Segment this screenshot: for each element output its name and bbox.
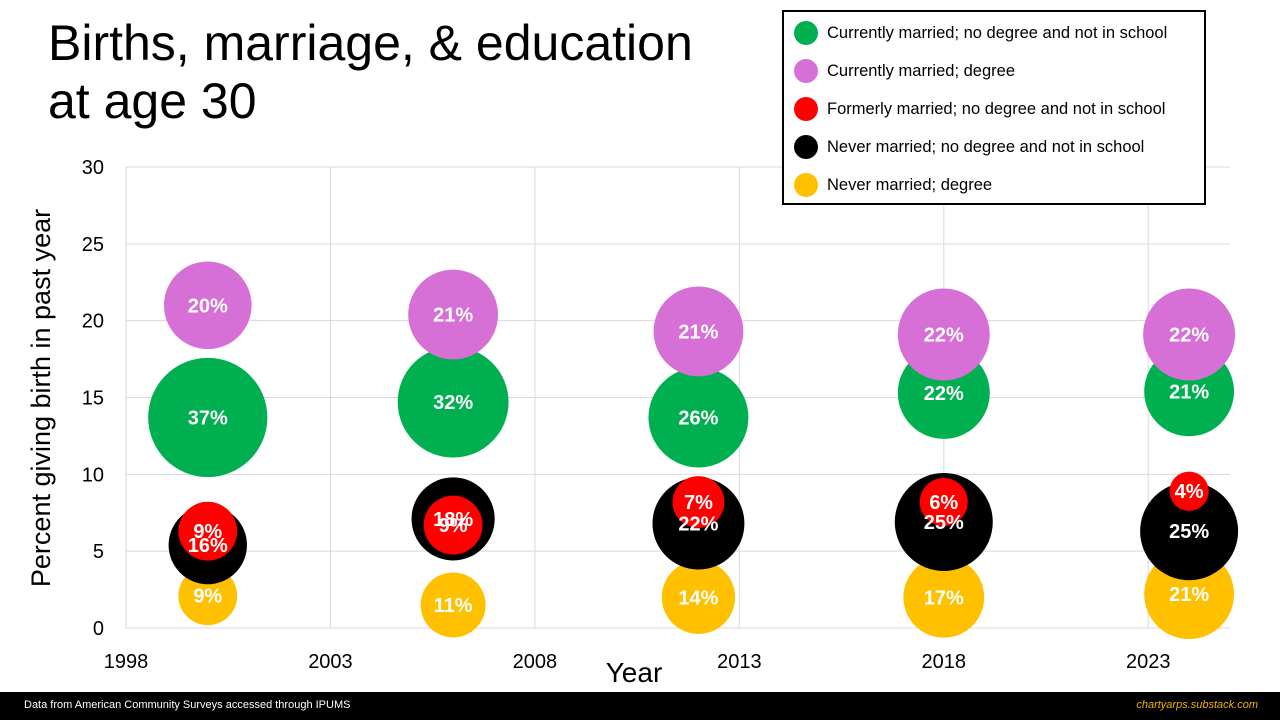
legend-label: Never married; degree — [827, 175, 993, 194]
bubble-label-formerly-married-no-degree-and-not-in-school-2018: 6% — [929, 492, 958, 514]
chart-title: Births, marriage, & education at age 30 — [48, 14, 768, 130]
legend-swatch — [794, 21, 818, 45]
y-tick-label: 30 — [82, 157, 104, 179]
bubble-currently-married-no-degree-and-not-in-school-2000 — [148, 357, 268, 478]
footer-bar: Data from American Community Surveys acc… — [0, 692, 1280, 720]
x-tick-label: 2008 — [513, 651, 558, 673]
bubble-label-currently-married-no-degree-and-not-in-school-2012: 26% — [678, 407, 718, 429]
data-source-note: Data from American Community Surveys acc… — [24, 699, 351, 711]
legend-item: Formerly married; no degree and not in s… — [794, 96, 1165, 122]
x-axis-label: Year — [606, 657, 663, 688]
bubble-label-currently-married-no-degree-and-not-in-school-2006: 32% — [433, 392, 473, 414]
x-tick-label: 1998 — [104, 651, 149, 673]
bubble-label-never-married-degree-2018: 17% — [924, 587, 964, 609]
bubble-currently-married-no-degree-and-not-in-school-2012 — [648, 367, 749, 468]
legend-label: Currently married; degree — [827, 61, 1015, 80]
x-tick-labels: 1998 2003 2008 2013 2018 2023 — [104, 651, 1171, 673]
bubble-formerly-married-no-degree-and-not-in-school-2012 — [672, 476, 725, 528]
bubble-formerly-married-no-degree-and-not-in-school-2018 — [919, 477, 968, 526]
legend-swatch — [794, 97, 818, 121]
y-tick-label: 25 — [82, 234, 104, 256]
x-tick-label: 2018 — [922, 651, 967, 673]
legend-label: Formerly married; no degree and not in s… — [827, 99, 1166, 118]
bubble-never-married-degree-2018 — [903, 556, 985, 638]
chart-legend: Currently married; no degree and not in … — [782, 10, 1206, 205]
bubble-label-currently-married-degree-2018: 22% — [924, 324, 964, 346]
credit-link[interactable]: chartyarps.substack.com — [1136, 699, 1258, 711]
bubble-label-never-married-no-degree-and-not-in-school-2000: 16% — [188, 535, 228, 557]
bubble-currently-married-degree-2000 — [163, 261, 252, 350]
legend-swatch — [794, 173, 818, 197]
bubble-label-never-married-degree-2006: 11% — [434, 595, 473, 617]
bubble-formerly-married-no-degree-and-not-in-school-2024 — [1169, 471, 1209, 511]
bubble-label-currently-married-degree-2024: 22% — [1169, 324, 1209, 346]
bubble-label-currently-married-no-degree-and-not-in-school-2024: 21% — [1169, 381, 1209, 403]
bubble-formerly-married-no-degree-and-not-in-school-2006 — [423, 495, 483, 555]
x-tick-label: 2003 — [308, 651, 353, 673]
legend-swatch — [794, 135, 818, 159]
bubble-currently-married-degree-2024 — [1143, 288, 1236, 381]
bubble-label-never-married-degree-2000: 9% — [193, 586, 222, 608]
bubble-label-never-married-degree-2024: 21% — [1169, 584, 1209, 606]
bubble-label-never-married-no-degree-and-not-in-school-2006: 18% — [433, 509, 473, 531]
bubble-label-formerly-married-no-degree-and-not-in-school-2012: 7% — [684, 492, 713, 514]
bubble-currently-married-degree-2012 — [653, 286, 744, 377]
y-tick-label: 15 — [82, 388, 104, 410]
legend-swatch — [794, 59, 818, 83]
y-tick-labels: 0 5 10 15 20 25 30 — [82, 157, 104, 640]
bubble-formerly-married-no-degree-and-not-in-school-2000 — [178, 501, 238, 561]
chart-title-line-2: at age 30 — [48, 73, 257, 129]
bubble-currently-married-degree-2006 — [408, 269, 499, 360]
bubble-label-formerly-married-no-degree-and-not-in-school-2000: 9% — [193, 521, 222, 543]
bubbles — [148, 261, 1239, 640]
bubble-chart: 0 5 10 15 20 25 30 1998 2003 2008 2013 2018 2023 9%… — [26, 157, 1239, 688]
x-tick-label: 2023 — [1126, 651, 1171, 673]
bubble-currently-married-no-degree-and-not-in-school-2006 — [397, 346, 509, 458]
bubble-labels: 9% 11% 14% 17% 21% 16% 18% 22% 25% 25% 9% 9% 7% 6% 4% 3… — [188, 295, 1210, 617]
legend-item: Currently married; degree — [794, 58, 1015, 84]
bubble-never-married-degree-2006 — [420, 572, 486, 638]
bubble-label-never-married-degree-2012: 14% — [678, 587, 718, 609]
bubble-label-formerly-married-no-degree-and-not-in-school-2006: 9% — [439, 515, 468, 537]
legend-item: Currently married; no degree and not in … — [794, 20, 1167, 46]
bubble-label-currently-married-degree-2006: 21% — [433, 305, 473, 327]
bubble-label-currently-married-no-degree-and-not-in-school-2000: 37% — [188, 407, 228, 429]
legend-item: Never married; no degree and not in scho… — [794, 134, 1144, 160]
x-tick-label: 2013 — [717, 651, 762, 673]
bubble-never-married-no-degree-and-not-in-school-2024 — [1140, 482, 1239, 581]
bubble-label-formerly-married-no-degree-and-not-in-school-2024: 4% — [1175, 481, 1204, 503]
bubble-never-married-degree-2012 — [661, 560, 736, 634]
y-tick-label: 0 — [93, 618, 104, 640]
legend-item: Never married; degree — [794, 172, 992, 198]
legend-label: Currently married; no degree and not in … — [827, 23, 1168, 42]
bubble-label-never-married-no-degree-and-not-in-school-2012: 22% — [678, 514, 718, 536]
y-tick-label: 20 — [82, 311, 104, 333]
y-axis-label: Percent giving birth in past year — [26, 209, 56, 587]
bubble-label-currently-married-degree-2012: 21% — [678, 321, 718, 343]
legend-label: Never married; no degree and not in scho… — [827, 137, 1145, 156]
bubble-label-never-married-no-degree-and-not-in-school-2024: 25% — [1169, 521, 1209, 543]
bubble-label-currently-married-no-degree-and-not-in-school-2018: 22% — [924, 383, 964, 405]
bubble-label-never-married-no-degree-and-not-in-school-2018: 25% — [924, 512, 964, 534]
chart-title-line-1: Births, marriage, & education — [48, 15, 693, 71]
bubble-currently-married-degree-2018 — [897, 288, 990, 381]
y-tick-label: 10 — [82, 464, 104, 486]
bubble-label-currently-married-degree-2000: 20% — [188, 295, 228, 317]
y-tick-label: 5 — [93, 541, 104, 563]
